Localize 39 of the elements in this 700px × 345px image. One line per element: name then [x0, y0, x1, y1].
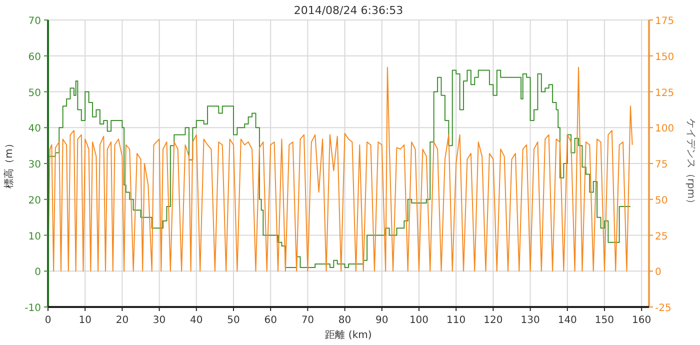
chart-title: 2014/08/24 6:36:53 [294, 4, 404, 17]
x-axis-title: 距離 (km) [325, 329, 372, 341]
y2-tick-label: 150 [655, 52, 674, 63]
x-tick-label: 10 [78, 315, 92, 326]
y2-tick-label: 0 [655, 267, 662, 278]
y2-tick-label: 25 [655, 231, 668, 242]
y-tick-label: -10 [24, 303, 41, 314]
y2-tick-label: 175 [655, 16, 674, 27]
y2-tick-label: 75 [655, 160, 668, 170]
y-tick-label: 70 [28, 16, 41, 27]
y2-tick-label: 100 [655, 124, 674, 135]
x-tick-label: 30 [152, 315, 166, 326]
y-tick-label: 50 [28, 88, 41, 99]
y-axis-title: 標高（m） [3, 138, 15, 188]
x-tick-label: 140 [558, 315, 577, 326]
y-tick-label: 20 [28, 195, 41, 206]
y2-tick-label: 125 [655, 88, 674, 99]
x-tick-label: 50 [227, 315, 240, 326]
x-tick-label: 110 [446, 315, 466, 326]
y2-tick-label: 50 [655, 195, 668, 206]
x-tick-label: 130 [520, 315, 540, 326]
x-tick-label: 20 [116, 315, 129, 326]
x-tick-label: 80 [338, 315, 352, 326]
y-tick-label: 0 [34, 267, 41, 278]
x-tick-label: 160 [632, 315, 652, 326]
x-tick-label: 70 [301, 315, 314, 326]
x-tick-label: 150 [594, 315, 614, 326]
y-tick-label: 40 [28, 124, 41, 135]
x-tick-label: 120 [484, 315, 503, 326]
x-tick-label: 60 [264, 315, 277, 326]
x-tick-label: 90 [376, 315, 388, 326]
y2-axis-title: ケイデンス（rpm） [685, 118, 696, 209]
y-tick-label: 10 [28, 231, 41, 242]
y-tick-label: 30 [28, 160, 41, 170]
y-tick-label: 60 [28, 52, 41, 63]
x-tick-label: 0 [44, 315, 52, 326]
x-tick-label: 100 [409, 315, 429, 326]
x-tick-label: 40 [190, 315, 203, 326]
y2-tick-label: -25 [655, 303, 672, 314]
